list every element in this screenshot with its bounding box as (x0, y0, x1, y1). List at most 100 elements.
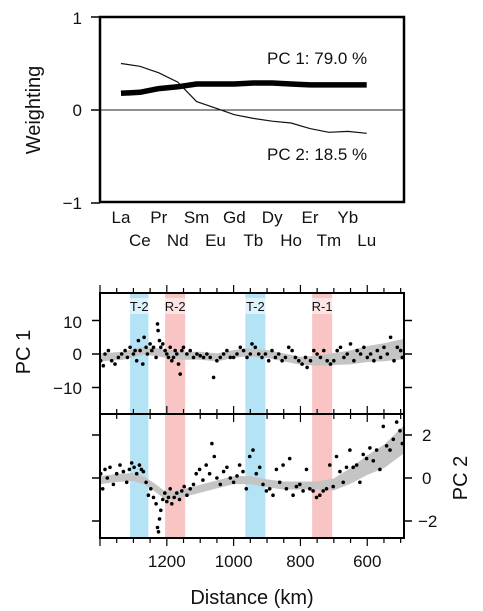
panel-b-point (352, 358, 356, 363)
panel-c-point (197, 467, 202, 472)
panel-c-point (149, 487, 153, 491)
panel-c-point (180, 489, 184, 493)
panel-c-point (284, 487, 289, 491)
panel-b-point (157, 338, 162, 343)
panel-c-point (391, 437, 396, 442)
panel-b-point (185, 352, 189, 356)
category-label-ho: Ho (280, 231, 302, 250)
panel-b-point (144, 345, 148, 350)
panel-c-point (271, 493, 275, 498)
panel-b-point (208, 355, 212, 360)
category-label-yb: Yb (337, 208, 358, 227)
panel-b-point (365, 355, 370, 360)
panel-b-point (101, 363, 106, 368)
panel-b-point (293, 355, 298, 360)
panel-b-point (221, 352, 226, 356)
panel-c-point (212, 454, 217, 459)
panel-b-point (178, 372, 182, 376)
panel-c-point (204, 463, 208, 467)
panel-b-point (170, 358, 174, 363)
panel-b-point (297, 358, 301, 363)
panel-c-point (172, 495, 176, 500)
panel-c-point (215, 476, 219, 480)
panel-b-ytick-neg10: −10 (53, 379, 82, 398)
panel-c-point (294, 484, 299, 489)
panel-c-point (328, 463, 332, 467)
panel-b-point (156, 328, 160, 333)
panel-a-ytick-neg1: −1 (63, 194, 82, 213)
panel-b-point (159, 345, 163, 350)
panel-c-point (100, 487, 105, 491)
panel-b-point (238, 345, 243, 350)
panel-b-point (263, 352, 268, 356)
panel-c-point (378, 467, 382, 472)
panel-b-point (358, 352, 363, 356)
panel-c-ytick-neg2: −2 (418, 512, 437, 531)
panel-b-point (378, 355, 383, 360)
panel-c-point (298, 482, 302, 487)
panel-c-trend-ribbon (100, 425, 404, 500)
panel-b-point (231, 355, 236, 360)
panel-c-x-tick-labels: 1200 1000 800 600 (148, 552, 382, 571)
series-pc2-line (120, 62, 367, 134)
panel-c-point (338, 469, 342, 474)
panel-c-point (127, 467, 132, 472)
panel-b-point (312, 348, 316, 353)
panel-c-point (334, 454, 339, 459)
panel-b-point (218, 355, 223, 360)
panel-b-point (355, 348, 360, 353)
panel-b-point (248, 352, 253, 356)
panel-b-point (205, 352, 209, 356)
panel-c-point (191, 482, 196, 487)
panel-b-point (348, 342, 353, 346)
panel-a-ylabel: Weighting (23, 66, 45, 155)
panel-c-point (331, 484, 336, 489)
panel-c-point (394, 420, 399, 424)
series-pc1-line (120, 80, 367, 97)
category-label-tm: Tm (317, 231, 342, 250)
panel-c-point (311, 489, 315, 493)
panel-b-point (322, 348, 326, 353)
panel-b-point (113, 362, 117, 366)
category-label-dy: Dy (262, 208, 283, 227)
panel-b-point (342, 355, 346, 360)
panel-b-point (151, 345, 156, 350)
panel-c-point (244, 487, 249, 491)
x-tick-label-1200: 1200 (148, 552, 186, 571)
panel-b-point (145, 352, 150, 356)
category-label-la: La (112, 208, 131, 227)
panel-c-point (344, 465, 349, 470)
panel-c-point (358, 480, 362, 485)
panel-b-point (325, 358, 330, 363)
panel-c-point (156, 530, 161, 534)
panel-c-point (304, 467, 309, 472)
panel-c-point (151, 495, 156, 500)
panel-c-point (257, 465, 262, 470)
panel-b-point (141, 362, 145, 366)
panel-c-point (381, 424, 386, 429)
panel-a-ytick-0: 0 (73, 101, 82, 120)
panel-c-point (103, 467, 107, 472)
panel-c-point (247, 454, 252, 459)
panel-b-point (191, 355, 196, 360)
panel-c-point (218, 482, 223, 487)
panel-c-point (155, 525, 160, 530)
panel-b-point (175, 352, 179, 356)
x-tick-label-600: 600 (353, 552, 381, 571)
panel-b-point (283, 355, 288, 360)
panel-c-point (134, 471, 139, 476)
panel-c-point (201, 478, 205, 482)
panel-b-point (256, 352, 261, 356)
panel-b-point (165, 352, 169, 356)
panel-c-point (261, 482, 265, 487)
panel-b-point (266, 358, 271, 363)
panel-b-point (290, 348, 294, 353)
panel-b-point (163, 348, 167, 353)
panel-b-point (332, 358, 336, 363)
panel-c-point (188, 487, 192, 491)
panel-b-point (195, 352, 199, 356)
panel-c-point (237, 463, 242, 467)
panel-b-point (188, 348, 192, 353)
panel-b-point (106, 348, 111, 353)
